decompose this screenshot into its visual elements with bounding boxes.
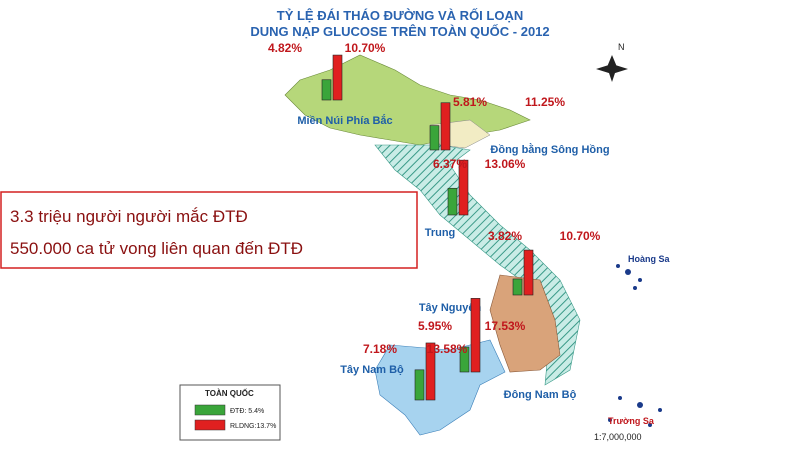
compass xyxy=(596,55,628,82)
region-label: Đông Nam Bộ xyxy=(504,389,577,401)
island-label: Trường Sa xyxy=(608,416,655,426)
legend-title: TOÀN QUỐC xyxy=(205,388,254,398)
value-label: 17.53% xyxy=(485,319,526,333)
dtd-bar xyxy=(459,346,470,373)
title: DUNG NẠP GLUCOSE TRÊN TOÀN QUỐC - 2012 xyxy=(250,24,549,39)
value-label: 10.70% xyxy=(560,229,601,243)
value-label: 13.58% xyxy=(427,342,468,356)
region-label: Miền Núi Phía Bắc xyxy=(297,114,392,127)
scale: 1:7,000,000 xyxy=(594,432,642,442)
legend-swatch xyxy=(194,419,226,431)
value-label: 4.82% xyxy=(268,41,302,55)
value-label: 13.06% xyxy=(485,157,526,171)
callout-box xyxy=(0,191,418,269)
rldng-bar xyxy=(425,342,436,401)
value-label: 6.37% xyxy=(433,157,467,171)
legend-label: ĐTĐ: 5.4% xyxy=(230,408,264,415)
dtd-bar xyxy=(512,278,523,296)
legend-label: RLDNG:13.7% xyxy=(230,423,276,430)
island-label: Hoàng Sa xyxy=(628,254,671,264)
rldng-bar xyxy=(440,102,451,151)
central-coast xyxy=(374,144,581,386)
value-label: 5.95% xyxy=(418,319,452,333)
dtd-bar xyxy=(429,125,440,151)
rldng-bar xyxy=(523,249,534,296)
region-label: Tây Nguyên xyxy=(419,302,482,314)
title: TỶ LỆ ĐÁI THÁO ĐƯỜNG VÀ RỐI LOẠN xyxy=(277,8,524,23)
legend-swatch xyxy=(194,404,226,416)
dtd-bar xyxy=(414,369,425,401)
compass-label: N xyxy=(618,42,625,52)
region-label: Đồng bằng Sông Hồng xyxy=(490,143,609,156)
callout-text: 3.3 triệu người người mắc ĐTĐ xyxy=(10,207,248,226)
rldng-bar xyxy=(470,298,481,373)
dtd-bar xyxy=(321,79,332,101)
region-label: Trung xyxy=(425,227,456,239)
rldng-bar xyxy=(458,159,469,216)
value-label: 3.82% xyxy=(488,229,522,243)
value-label: 7.18% xyxy=(363,342,397,356)
value-label: 5.81% xyxy=(453,95,487,109)
value-label: 11.25% xyxy=(525,95,565,109)
island-marks xyxy=(608,264,662,427)
rldng-bar xyxy=(332,54,343,101)
highlands xyxy=(489,274,561,373)
value-label: 10.70% xyxy=(345,41,386,55)
dtd-bar xyxy=(447,187,458,216)
callout-text: 550.000 ca tử vong liên quan đến ĐTĐ xyxy=(10,239,303,258)
region-label: Tây Nam Bộ xyxy=(340,364,404,376)
